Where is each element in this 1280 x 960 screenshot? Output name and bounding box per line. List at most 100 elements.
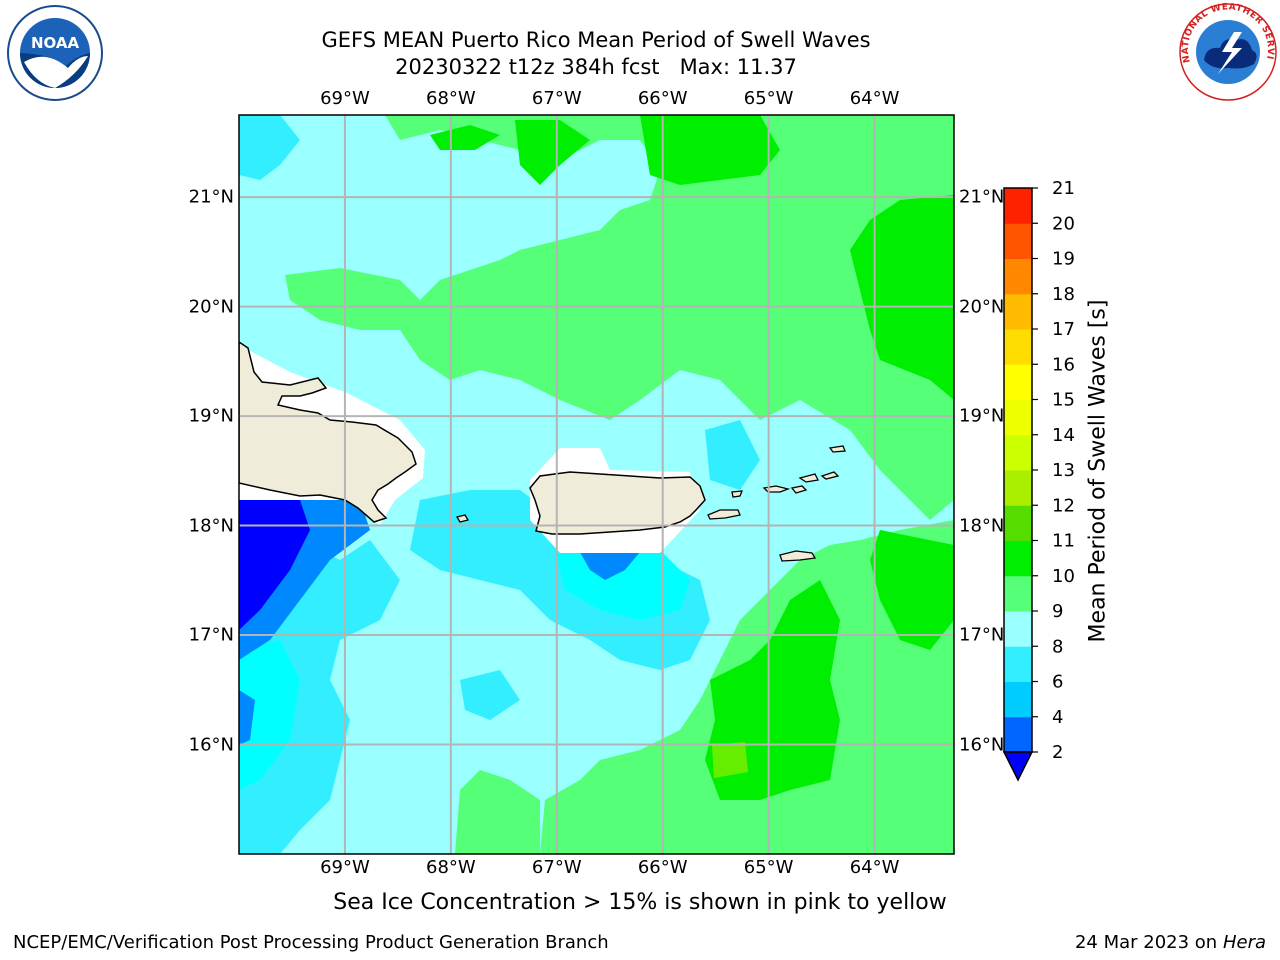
colorbar-tick-label: 12 — [1052, 495, 1075, 516]
colorbar-segment — [1004, 681, 1032, 718]
contour-10-11-northwest — [515, 120, 590, 185]
colorbar-segment — [1004, 188, 1032, 224]
lat-tick-right: 21°N — [959, 186, 1005, 208]
map-frame — [238, 114, 955, 855]
colorbar-tick-label: 11 — [1052, 531, 1075, 552]
colorbar-segment — [1004, 399, 1032, 436]
colorbar-extend-arrow — [1002, 751, 1034, 782]
colorbar-segment — [1004, 258, 1032, 295]
colorbar-tick-label: 8 — [1052, 636, 1063, 657]
colorbar-tick-label: 20 — [1052, 213, 1075, 234]
land-culebra — [731, 490, 744, 498]
colorbar-tick-label: 4 — [1052, 707, 1063, 728]
colorbar-segment — [1004, 575, 1032, 612]
colorbar-segment — [1004, 329, 1032, 365]
lat-tick-right: 20°N — [959, 296, 1005, 318]
contour-4-6-southwest — [239, 640, 300, 790]
noaa-logo: NOAA — [7, 5, 103, 101]
colorbar-tick-label: 10 — [1052, 566, 1075, 587]
sea-ice-note: Sea Ice Concentration > 15% is shown in … — [333, 890, 947, 915]
contour-9-10-south — [455, 770, 540, 854]
land-st-thomas — [762, 485, 791, 493]
footer-date: 24 Mar 2023 on Hera — [1075, 932, 1266, 953]
colorbar-label-text: Mean Period of Swell Waves [s] — [1085, 299, 1111, 643]
lon-tick-top: 64°W — [849, 88, 900, 109]
colorbar-tick-label: 21 — [1052, 178, 1075, 199]
land-vieques — [707, 509, 741, 520]
land-hispaniola — [239, 341, 417, 523]
footer-host: Hera — [1222, 932, 1266, 953]
lon-tick-bottom: 65°W — [743, 857, 794, 878]
colorbar-label: Mean Period of Swell Waves [s] — [1086, 300, 1111, 643]
map-title: GEFS MEAN Puerto Rico Mean Period of Swe… — [321, 28, 871, 52]
land-tortola — [798, 473, 819, 483]
lon-tick-top: 69°W — [320, 88, 370, 109]
colorbar-segment — [1004, 293, 1032, 330]
contour-10-11-north — [640, 115, 780, 185]
land-st-croix — [779, 550, 817, 562]
nws-logo: NATIONAL WEATHER SERVICE — [1178, 2, 1277, 101]
lon-tick-top: 66°W — [637, 88, 688, 109]
lat-tick-right: 17°N — [959, 624, 1005, 646]
colorbar: 2 4 6 8 9 10 11 12 13 14 15 16 17 18 19 20 21 — [1002, 178, 1075, 782]
land-mona-island — [455, 514, 470, 523]
lat-tick-left: 19°N — [188, 405, 234, 427]
colorbar-tick-label: 16 — [1052, 354, 1075, 375]
colorbar-segment — [1004, 505, 1032, 541]
contour-6-8-patch — [460, 670, 520, 720]
colorbar-tick-label: 2 — [1052, 742, 1063, 763]
colorbar-segment — [1004, 540, 1032, 577]
lat-tick-left: 20°N — [188, 296, 234, 318]
contour-6-8-east — [705, 420, 760, 490]
contour-9-10-north — [385, 115, 954, 520]
land-anegada — [828, 445, 846, 453]
lon-tick-bottom: 66°W — [637, 857, 688, 878]
lon-tick-bottom: 68°W — [425, 857, 476, 878]
contour-10-11-southeast — [870, 530, 954, 650]
colorbar-tick-label: 19 — [1052, 249, 1075, 270]
land-st-john — [790, 485, 808, 494]
contour-6-8-northwest — [239, 115, 300, 180]
colorbar-segment — [1004, 470, 1032, 506]
lat-tick-right: 16°N — [959, 734, 1005, 756]
lat-tick-left: 21°N — [188, 186, 234, 208]
lon-tick-bottom: 69°W — [320, 857, 370, 878]
lon-tick-top: 65°W — [743, 88, 794, 109]
land-virgin-gorda — [820, 471, 840, 480]
lon-tick-top: 67°W — [531, 88, 582, 109]
contour-6-8-central — [410, 490, 710, 670]
footer-date-text: 24 Mar 2023 on — [1074, 932, 1218, 953]
colorbar-tick-label: 14 — [1052, 425, 1075, 446]
colorbar-tick-label: 6 — [1052, 672, 1063, 693]
lon-tick-top: 68°W — [425, 88, 476, 109]
colorbar-tick-label: 9 — [1052, 601, 1063, 622]
contour-field — [239, 115, 954, 854]
contour-11-12-south — [712, 742, 748, 778]
lat-tick-right: 19°N — [959, 405, 1005, 427]
lat-tick-left: 17°N — [188, 624, 234, 646]
colorbar-segment — [1004, 434, 1032, 471]
lat-tick-left: 18°N — [188, 515, 234, 537]
colorbar-tick-label: 17 — [1052, 319, 1075, 340]
footer-branch: NCEP/EMC/Verification Post Processing Pr… — [13, 932, 609, 953]
lat-tick-left: 16°N — [188, 734, 234, 756]
lon-tick-bottom: 64°W — [849, 857, 900, 878]
map-subtitle: 20230322 t12z 384h fcst Max: 11.37 — [395, 55, 797, 79]
contour-lt2-southwest — [239, 500, 310, 630]
colorbar-tick-label: 18 — [1052, 284, 1075, 305]
lat-tick-right: 18°N — [959, 515, 1005, 537]
colorbar-segment — [1004, 611, 1032, 647]
contour-2-4-far-southwest — [239, 690, 255, 745]
colorbar-segment — [1004, 646, 1032, 682]
contour-10-11-patch-a — [430, 125, 500, 150]
colorbar-tick-label: 13 — [1052, 460, 1075, 481]
lon-tick-bottom: 67°W — [531, 857, 582, 878]
colorbar-segment — [1004, 364, 1032, 400]
colorbar-segment — [1004, 716, 1032, 753]
colorbar-segment — [1004, 223, 1032, 259]
land-puerto-rico — [529, 471, 706, 535]
contour-2-4-south-pr — [580, 552, 640, 580]
contour-10-11-east — [850, 195, 954, 400]
noaa-logo-text: NOAA — [31, 34, 80, 52]
